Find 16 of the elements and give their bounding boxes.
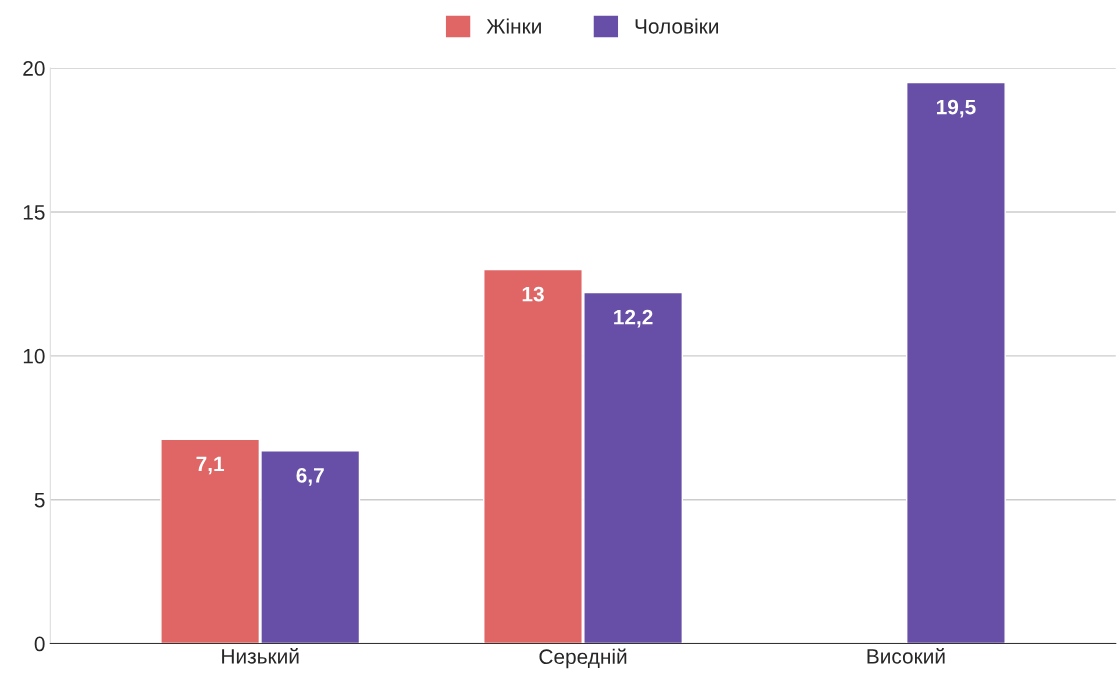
- y-tick-label: 10: [23, 348, 45, 364]
- bar: [906, 81, 1006, 644]
- x-tick-label: Високий: [867, 648, 945, 664]
- data-label: 13: [522, 286, 544, 302]
- data-label: 6,7: [296, 467, 324, 486]
- y-tick-label: 0: [34, 636, 45, 652]
- y-tick-label: 5: [34, 492, 45, 508]
- x-tick-label: Низький: [222, 648, 299, 664]
- data-label: 19,5: [936, 99, 976, 118]
- data-label: 12,2: [614, 309, 653, 328]
- x-tick-label: Середній: [539, 648, 627, 669]
- data-label: 7,1: [196, 456, 225, 475]
- legend-label: Жінки: [486, 18, 541, 34]
- y-tick-label: 15: [23, 205, 45, 220]
- y-tick-label: 20: [23, 61, 45, 76]
- legend-label: Чоловіки: [635, 18, 718, 34]
